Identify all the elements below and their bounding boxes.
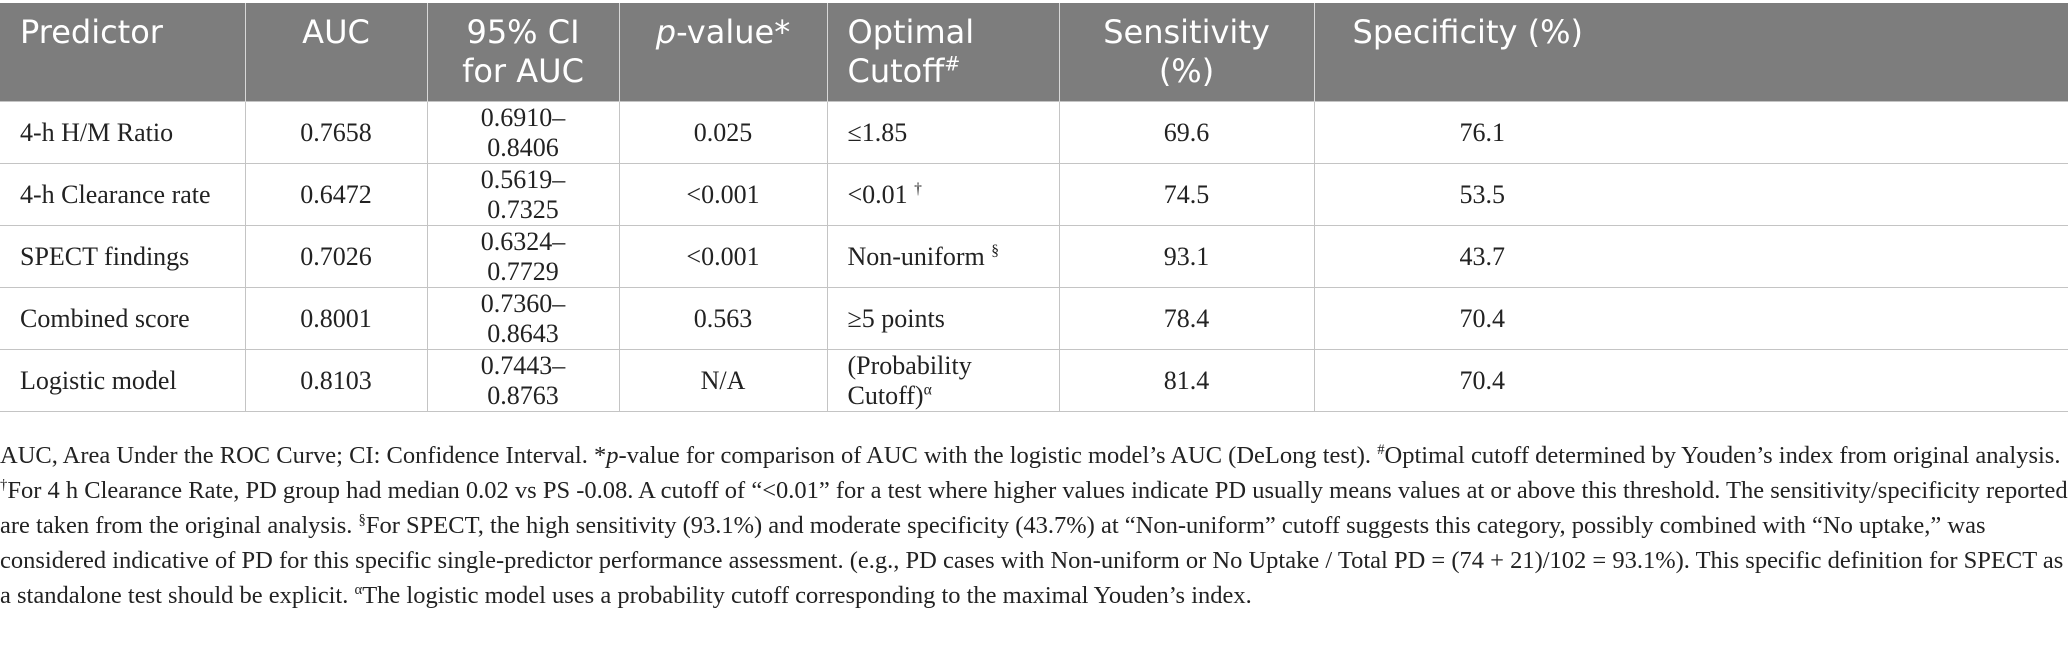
cell-cutoff: ≤1.85 [826, 101, 1060, 164]
cell-predictor: Combined score [0, 287, 246, 350]
cell-specificity: 70.4 [1313, 349, 2068, 412]
footnote-abbrev: AUC, Area Under the ROC Curve; CI: Confi… [0, 442, 607, 469]
cell-predictor: 4-h H/M Ratio [0, 101, 246, 164]
cell-cutoff: Non-uniform § [826, 225, 1060, 288]
footnote-dagger-mark: † [0, 476, 8, 493]
footnote-logistic: The logistic model uses a probability cu… [362, 582, 1252, 609]
cell-cutoff: (Probability Cutoff)α [826, 349, 1060, 412]
header-specificity: Specificity (%) [1314, 3, 2068, 102]
table-row: 4-h H/M Ratio 0.7658 0.6910–0.8406 0.025… [0, 101, 2068, 164]
cell-cutoff: ≥5 points [826, 287, 1060, 350]
cell-p-value: <0.001 [618, 225, 828, 288]
cell-sensitivity: 93.1 [1058, 225, 1315, 288]
cell-p-value: 0.563 [618, 287, 828, 350]
cell-specificity: 76.1 [1313, 101, 2068, 164]
header-ci: 95% CI for AUC [427, 3, 620, 102]
footnote-p-italic: p [606, 442, 619, 469]
cell-ci: 0.5619–0.7325 [426, 163, 620, 226]
cell-p-value: N/A [618, 349, 828, 412]
cell-auc: 0.8001 [244, 287, 428, 350]
cell-ci: 0.7443–0.8763 [426, 349, 620, 412]
cell-auc: 0.7658 [244, 101, 428, 164]
cell-sensitivity: 81.4 [1058, 349, 1315, 412]
cell-ci: 0.6324–0.7729 [426, 225, 620, 288]
footnote-alpha-mark: α [354, 581, 363, 598]
cell-sensitivity: 78.4 [1058, 287, 1315, 350]
footnote-hash-mark: # [1377, 441, 1385, 458]
footnote-clearance: For 4 h Clearance Rate, PD group had med… [0, 477, 2068, 539]
header-p-value: p-value* [619, 3, 828, 102]
table-footnotes: AUC, Area Under the ROC Curve; CI: Confi… [0, 438, 2068, 613]
footnote-section-mark: § [358, 511, 366, 528]
header-row: Predictor AUC 95% CI for AUC p-value* Op… [0, 3, 2068, 102]
cell-auc: 0.7026 [244, 225, 428, 288]
cell-specificity: 43.7 [1313, 225, 2068, 288]
header-sensitivity: Sensitivity (%) [1059, 3, 1315, 102]
cell-specificity: 70.4 [1313, 287, 2068, 350]
cell-auc: 0.8103 [244, 349, 428, 412]
footnote-pvalue: -value for comparison of AUC with the lo… [618, 442, 1378, 469]
cell-predictor: SPECT findings [0, 225, 246, 288]
cell-ci: 0.7360–0.8643 [426, 287, 620, 350]
cell-predictor: 4-h Clearance rate [0, 163, 246, 226]
footnote-spect: For SPECT, the high sensitivity (93.1%) … [0, 512, 2064, 609]
cell-specificity: 53.5 [1313, 163, 2068, 226]
cell-ci: 0.6910–0.8406 [426, 101, 620, 164]
table-row: 4-h Clearance rate 0.6472 0.5619–0.7325 … [0, 163, 2068, 226]
table-row: SPECT findings 0.7026 0.6324–0.7729 <0.0… [0, 225, 2068, 288]
cell-sensitivity: 74.5 [1058, 163, 1315, 226]
cell-auc: 0.6472 [244, 163, 428, 226]
table-row: Logistic model 0.8103 0.7443–0.8763 N/A … [0, 349, 2068, 412]
footnote-cutoff: Optimal cutoff determined by Youden’s in… [1384, 442, 2061, 469]
table-row: Combined score 0.8001 0.7360–0.8643 0.56… [0, 287, 2068, 350]
header-predictor: Predictor [0, 3, 246, 102]
cell-p-value: <0.001 [618, 163, 828, 226]
header-optimal-cutoff: Optimal Cutoff# [827, 3, 1060, 102]
cell-p-value: 0.025 [618, 101, 828, 164]
cell-sensitivity: 69.6 [1058, 101, 1315, 164]
cell-cutoff: <0.01 † [826, 163, 1060, 226]
results-table: Predictor AUC 95% CI for AUC p-value* Op… [0, 3, 2068, 412]
cell-predictor: Logistic model [0, 349, 246, 412]
header-auc: AUC [245, 3, 428, 102]
